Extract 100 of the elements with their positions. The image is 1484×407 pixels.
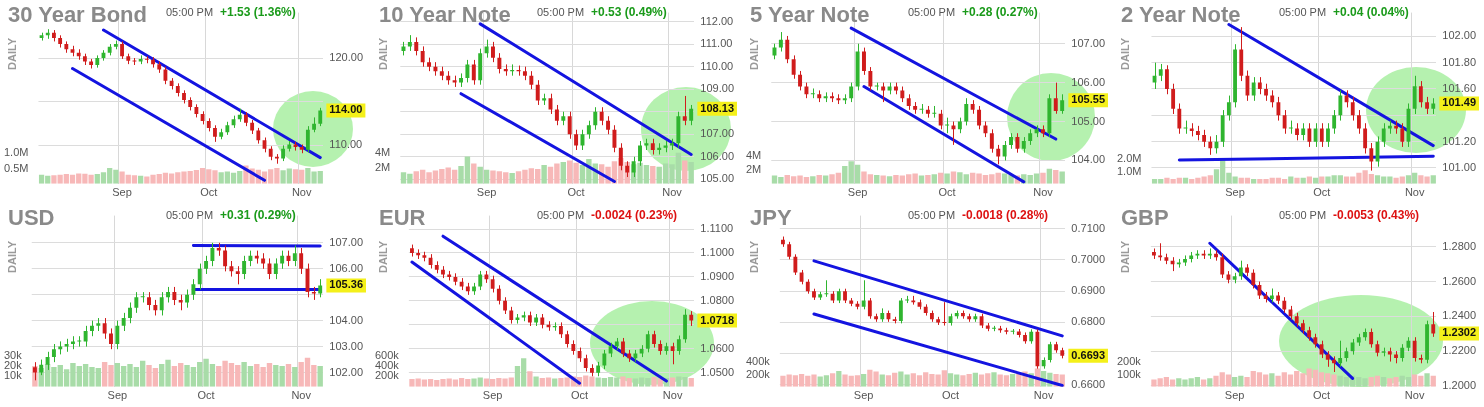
- bar: [1424, 373, 1430, 387]
- bar: [1200, 379, 1207, 387]
- x-tick-label: Oct: [567, 186, 585, 199]
- y-tick-label: 0.7100: [1071, 221, 1106, 234]
- y-tick-label: 1.2000: [1442, 378, 1477, 391]
- text: DAILY: [1119, 38, 1131, 70]
- annotation: 05:00 PM: [908, 209, 956, 221]
- candlestick: [1189, 122, 1194, 137]
- y-tick-label: 0.6600: [1071, 377, 1106, 390]
- candlestick: [82, 53, 87, 66]
- y-tick-label: 105.00: [700, 172, 735, 185]
- x-tick-label: Oct: [200, 186, 218, 199]
- annotation: 05:00 PM: [1279, 6, 1327, 18]
- text: DAILY: [6, 38, 18, 70]
- text: DAILY: [377, 38, 389, 70]
- candlestick: [1232, 272, 1237, 284]
- y-tick-label: 111.00: [700, 37, 733, 50]
- bar: [552, 378, 558, 387]
- y2-tick-label: 2M: [746, 163, 762, 176]
- chart-subtitle: +0.53 (0.49%): [591, 5, 667, 19]
- chart-subtitle: -0.0024 (0.23%): [591, 208, 678, 222]
- chart-subtitle: +1.53 (1.36%): [220, 5, 296, 19]
- y-tick-label: 101.00: [1442, 161, 1477, 174]
- x-tick-label: Oct: [941, 389, 960, 402]
- chart-subtitle: -0.0018 (0.28%): [962, 208, 1049, 222]
- y-tick-label: 110.00: [700, 59, 734, 72]
- y2-tick-label: 400k: [374, 359, 400, 372]
- y-tick-label: 1.2400: [1442, 309, 1477, 322]
- bar: [1288, 176, 1294, 184]
- x-tick-label: Oct: [938, 186, 956, 199]
- y-tick-label: 1.2200: [1442, 344, 1477, 357]
- chart-subtitle: +0.31 (0.29%): [220, 208, 296, 222]
- x-tick-label: Sep: [476, 186, 497, 199]
- y2-tick-label: 0.5M: [3, 161, 29, 174]
- bar: [829, 373, 836, 387]
- bar: [950, 171, 957, 184]
- x-tick-label: Sep: [847, 186, 868, 199]
- y-tick-label: 106.00: [700, 149, 735, 162]
- y-tick-label: 0.6800: [1071, 315, 1106, 328]
- y-tick-label: 112.00: [700, 14, 734, 27]
- text: 105.36: [329, 278, 364, 291]
- y-tick-label: 106.00: [1071, 75, 1106, 88]
- bar: [509, 172, 515, 184]
- candlestick: [1164, 253, 1169, 265]
- x-tick-label: Oct: [1312, 389, 1331, 402]
- x-tick-label: Oct: [570, 389, 589, 402]
- text: 105.55: [1071, 93, 1106, 106]
- x-tick-label: Nov: [662, 389, 683, 402]
- chart-subtitle: +0.04 (0.04%): [1333, 5, 1409, 19]
- candlestick: [1269, 288, 1274, 303]
- bar: [810, 176, 816, 184]
- candlestick: [521, 311, 526, 322]
- y-tick-label: 107.00: [329, 235, 364, 248]
- y-tick-label: 107.00: [700, 127, 735, 140]
- candlestick: [96, 317, 101, 332]
- x-tick-label: Nov: [662, 186, 683, 199]
- annotation: 05:00 PM: [1279, 209, 1327, 221]
- y2-tick-label: 4M: [746, 149, 762, 162]
- y-tick-label: 105.00: [1071, 114, 1106, 127]
- chart-title: USD: [8, 205, 55, 231]
- candlestick: [64, 338, 69, 353]
- x-tick-label: Sep: [853, 389, 874, 402]
- y-tick-label: 0.6900: [1071, 284, 1106, 297]
- y2-tick-label: 20k: [3, 359, 23, 372]
- y2-tick-label: 200k: [745, 367, 771, 380]
- x-tick-label: Nov: [291, 389, 312, 402]
- bar: [688, 162, 694, 184]
- bar: [944, 173, 950, 184]
- candlestick: [1431, 97, 1436, 115]
- y-tick-label: 102.00: [1442, 29, 1477, 42]
- x-tick-label: Nov: [1404, 186, 1425, 199]
- candlestick: [1276, 291, 1281, 305]
- candlestick: [299, 143, 304, 154]
- annotation: 05:00 PM: [166, 209, 214, 221]
- bar: [1294, 177, 1300, 184]
- bar: [533, 376, 539, 387]
- text: DAILY: [748, 241, 760, 273]
- chart-title: JPY: [750, 205, 792, 231]
- bar: [1319, 176, 1325, 184]
- bar: [880, 175, 886, 184]
- y2-tick-label: 400k: [745, 355, 771, 368]
- x-tick-label: Nov: [291, 186, 312, 199]
- bar: [925, 174, 931, 184]
- y-tick-label: 1.0900: [700, 269, 735, 282]
- x-tick-label: Sep: [1225, 186, 1245, 199]
- y-tick-label: 106.00: [329, 261, 364, 274]
- y-tick-label: 1.2800: [1442, 239, 1477, 252]
- bar: [1306, 176, 1313, 184]
- y2-tick-label: 2.0M: [1116, 152, 1142, 165]
- x-tick-label: Sep: [482, 389, 503, 402]
- bar: [471, 163, 477, 184]
- candlestick: [235, 265, 240, 285]
- candlestick: [644, 138, 649, 151]
- bar: [541, 165, 547, 184]
- candlestick: [261, 252, 266, 270]
- x-tick-label: Sep: [107, 389, 128, 402]
- y-tick-label: 109.00: [700, 82, 735, 95]
- y-tick-label: 1.1100: [700, 222, 734, 235]
- chart-title: GBP: [1121, 205, 1169, 231]
- y2-tick-label: 2M: [375, 161, 391, 174]
